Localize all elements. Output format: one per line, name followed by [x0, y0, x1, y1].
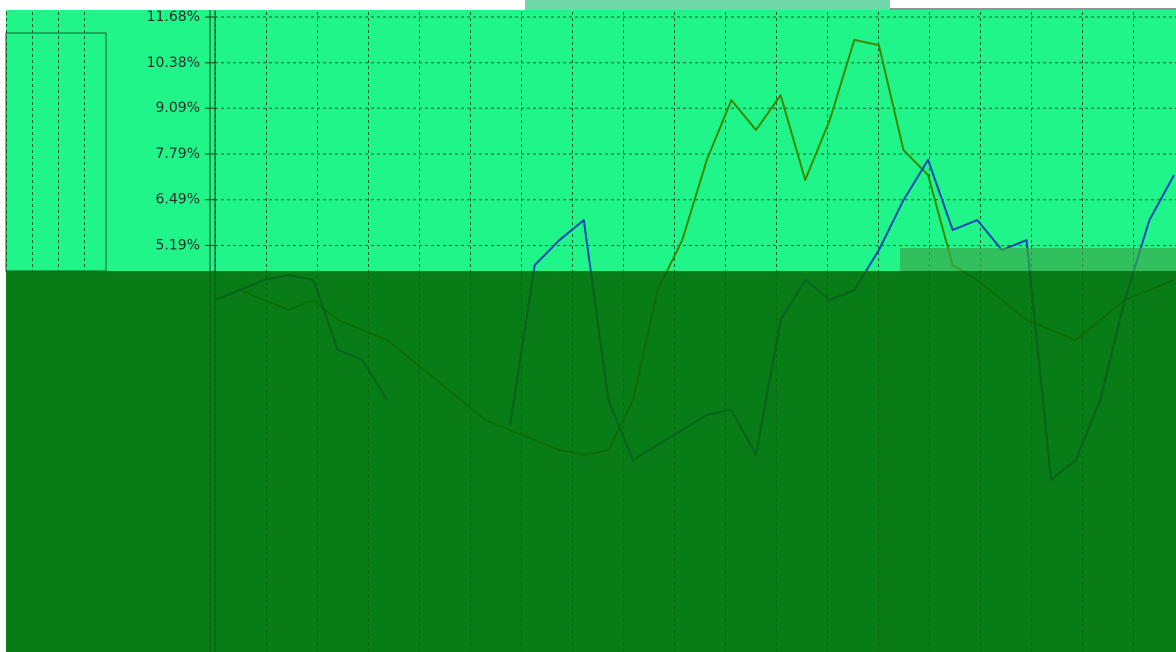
y-tick-label: 5.19%	[156, 237, 200, 253]
y-tick-label: 10.38%	[147, 55, 200, 71]
overlay-glitch	[900, 248, 1176, 271]
y-tick-label: 11.68%	[147, 9, 200, 25]
overlay-block	[6, 271, 1176, 652]
y-tick-label: 9.09%	[156, 100, 200, 116]
side-grid	[6, 10, 107, 271]
y-tick-label: 6.49%	[156, 192, 200, 208]
y-tick-label: 7.79%	[156, 146, 200, 162]
top-bar-glitch	[525, 0, 890, 10]
labels: 11.68% 10.38% 9.09% 7.79% 6.49% 5.19%	[147, 9, 200, 253]
top-bar	[0, 0, 525, 10]
top-bar	[890, 0, 1176, 10]
